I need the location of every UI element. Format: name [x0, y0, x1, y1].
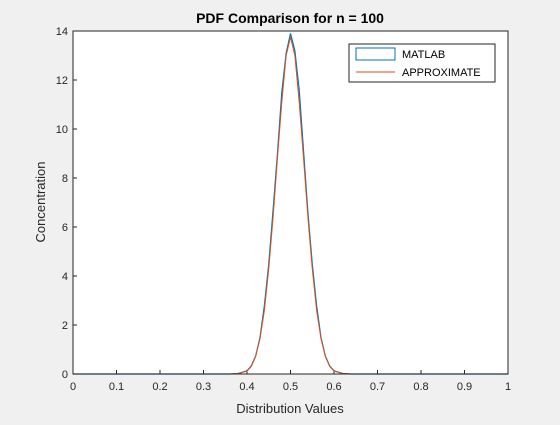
plot-frame: [72, 30, 509, 375]
x-tick-label: 0.3: [196, 381, 211, 393]
legend-item-approximate: APPROXIMATE: [356, 67, 481, 79]
y-tick-label: 10: [56, 124, 68, 136]
series-layer: [72, 33, 509, 375]
y-tick-label: 8: [62, 173, 68, 185]
legend-label-matlab: MATLAB: [402, 49, 445, 61]
x-tick-label: 0.6: [326, 381, 341, 393]
x-axis-ticks: 0 0.1 0.2 0.3 0.4 0.5 0.6 0.7 0.8 0.9 1: [70, 370, 511, 393]
x-tick-label: 0.4: [239, 381, 254, 393]
legend-label-approximate: APPROXIMATE: [402, 67, 481, 79]
y-axis-label: Concentration: [33, 162, 48, 243]
x-tick-label: 0: [70, 381, 76, 393]
x-axis-label: Distribution Values: [236, 401, 344, 416]
y-tick-label: 4: [62, 271, 68, 283]
y-axis-ticks: 0 2 4 6 8 10 12 14: [56, 26, 77, 381]
legend-swatch-matlab: [355, 47, 396, 61]
plot-background: [73, 31, 508, 374]
y-tick-label: 2: [62, 320, 68, 332]
x-tick-label: 0.5: [283, 381, 298, 393]
chart-title: PDF Comparison for n = 100: [196, 10, 384, 26]
y-tick-label: 14: [56, 26, 68, 38]
x-tick-label: 1: [505, 381, 511, 393]
series-line-approximate: [72, 37, 509, 375]
y-tick-label: 0: [62, 369, 68, 381]
legend: MATLAB APPROXIMATE: [348, 43, 496, 83]
x-tick-label: 0.9: [457, 381, 472, 393]
y-tick-label: 6: [62, 222, 68, 234]
x-tick-label: 0.1: [109, 381, 124, 393]
x-tick-label: 0.8: [413, 381, 428, 393]
x-tick-label: 0.7: [370, 381, 385, 393]
y-tick-label: 12: [56, 75, 68, 87]
x-tick-label: 0.2: [152, 381, 167, 393]
legend-item-matlab: MATLAB: [355, 47, 445, 61]
